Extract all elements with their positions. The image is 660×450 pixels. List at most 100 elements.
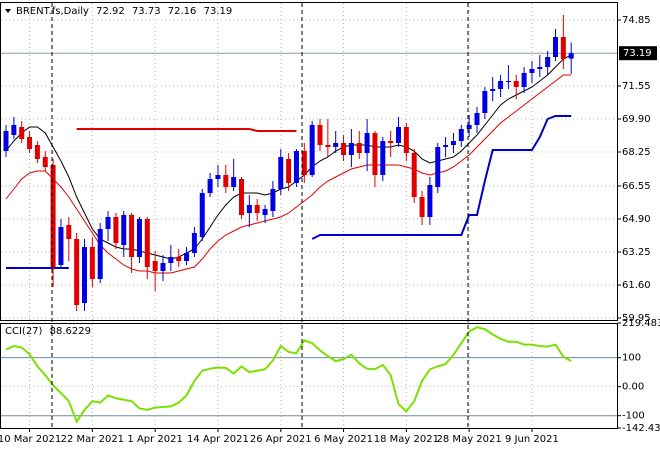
- candle-body: [443, 145, 449, 147]
- candle-body: [113, 217, 119, 243]
- y-tick-label: 100: [622, 353, 641, 364]
- candle-body: [505, 81, 511, 82]
- candle-body: [364, 133, 370, 153]
- indicator-line: [76, 128, 297, 132]
- y-tick-label: 219.4838: [622, 318, 660, 329]
- x-tick-label: 22 Mar 2021: [61, 434, 124, 445]
- candle-body: [160, 263, 166, 271]
- candle-body: [568, 53, 574, 59]
- candle-body: [498, 81, 504, 89]
- candle-body: [19, 127, 25, 139]
- y-tick-label: 71.55: [622, 81, 651, 92]
- y-tick-label: 68.25: [622, 147, 651, 158]
- candle-body: [129, 215, 135, 257]
- candle-body: [490, 89, 496, 91]
- candle-body: [66, 225, 72, 239]
- chart-header: BRENT.fs,Daily 72.92 73.73 72.16 73.19: [16, 6, 232, 17]
- candle-body: [278, 157, 284, 189]
- x-tick-label: 28 May 2021: [437, 434, 502, 445]
- candle-body: [152, 261, 158, 271]
- candle-body: [419, 197, 425, 217]
- candle-body: [293, 151, 299, 183]
- candle-body: [372, 133, 378, 175]
- candle-body: [58, 227, 64, 265]
- x-tick-label: 26 Apr 2021: [250, 434, 312, 445]
- candle-body: [521, 73, 527, 87]
- indicator-label: CCI(27): [5, 326, 43, 337]
- candle-body: [207, 179, 213, 193]
- candle-body: [254, 205, 260, 213]
- candle-body: [223, 175, 229, 187]
- y-tick-label: -142.432: [622, 423, 660, 434]
- open-value: 72.92: [96, 6, 125, 17]
- candle-body: [3, 131, 9, 151]
- candle-body: [545, 57, 551, 67]
- candle-body: [458, 129, 464, 141]
- candle-body: [309, 125, 315, 175]
- candle-body: [537, 67, 543, 69]
- candle-body: [482, 91, 488, 113]
- x-tick-label: 18 May 2021: [374, 434, 439, 445]
- candle-body: [403, 127, 409, 153]
- candle-body: [246, 205, 252, 213]
- symbol: BRENT.fs,Daily: [16, 6, 89, 17]
- y-tick-label: 59.95: [622, 313, 651, 324]
- candle-body: [231, 177, 237, 187]
- y-tick-label: 66.55: [622, 181, 651, 192]
- candle-body: [34, 145, 40, 159]
- candle-body: [191, 233, 197, 253]
- y-tick-label: 63.25: [622, 247, 651, 258]
- current-price-box: [619, 46, 657, 61]
- candle-body: [199, 193, 205, 237]
- x-tick-label: 10 Mar 2021: [0, 434, 61, 445]
- candle-body: [325, 145, 331, 147]
- y-tick-label: -100: [622, 411, 645, 422]
- x-tick-label: 6 May 2021: [314, 434, 373, 445]
- candle-body: [553, 37, 558, 57]
- candle-body: [184, 253, 190, 261]
- y-tick-label: 61.60: [622, 280, 651, 291]
- candle-body: [74, 239, 80, 305]
- cci-panel-border: [0, 323, 618, 429]
- high-value: 73.73: [132, 6, 161, 17]
- candle-body: [466, 125, 472, 129]
- x-tick-label: 14 Apr 2021: [187, 434, 249, 445]
- cci-line: [5, 326, 572, 424]
- candle-body: [270, 189, 276, 211]
- candle-body: [411, 153, 417, 197]
- candle-body: [82, 247, 87, 303]
- candle-body: [42, 157, 48, 167]
- x-tick-label: 1 Apr 2021: [127, 434, 182, 445]
- y-tick-label: 0.00: [622, 382, 644, 393]
- candle-body: [341, 143, 347, 155]
- candle-body: [144, 219, 150, 267]
- candle-body: [388, 141, 394, 143]
- candle-body: [396, 127, 401, 143]
- candle-body: [301, 151, 307, 175]
- y-tick-label: 69.90: [622, 114, 651, 125]
- candle-body: [380, 141, 386, 175]
- candle-body: [121, 215, 127, 245]
- candle-body: [427, 185, 433, 217]
- candle-body: [89, 247, 95, 279]
- candle-body: [435, 147, 441, 187]
- indicator-header: CCI(27) 88.6229: [5, 326, 91, 337]
- candle-body: [286, 159, 292, 183]
- x-tick-label: 9 Jun 2021: [505, 434, 559, 445]
- candle-body: [105, 217, 111, 229]
- candle-body: [529, 69, 535, 73]
- indicator-line: [6, 115, 572, 269]
- candle-body: [262, 209, 268, 215]
- candle-body: [317, 125, 323, 145]
- candle-body: [136, 219, 142, 257]
- y-tick-label: 64.90: [622, 214, 651, 225]
- plot-layer: 74.85 71.55 69.90 68.25 66.55 64.90 63.25 61.60…: [0, 3, 660, 445]
- candle-body: [215, 175, 221, 179]
- candle-body: [560, 37, 566, 59]
- candle-body: [176, 257, 182, 261]
- candle-body: [513, 81, 519, 87]
- collapse-icon[interactable]: [5, 9, 11, 13]
- price-panel-border: [0, 2, 618, 321]
